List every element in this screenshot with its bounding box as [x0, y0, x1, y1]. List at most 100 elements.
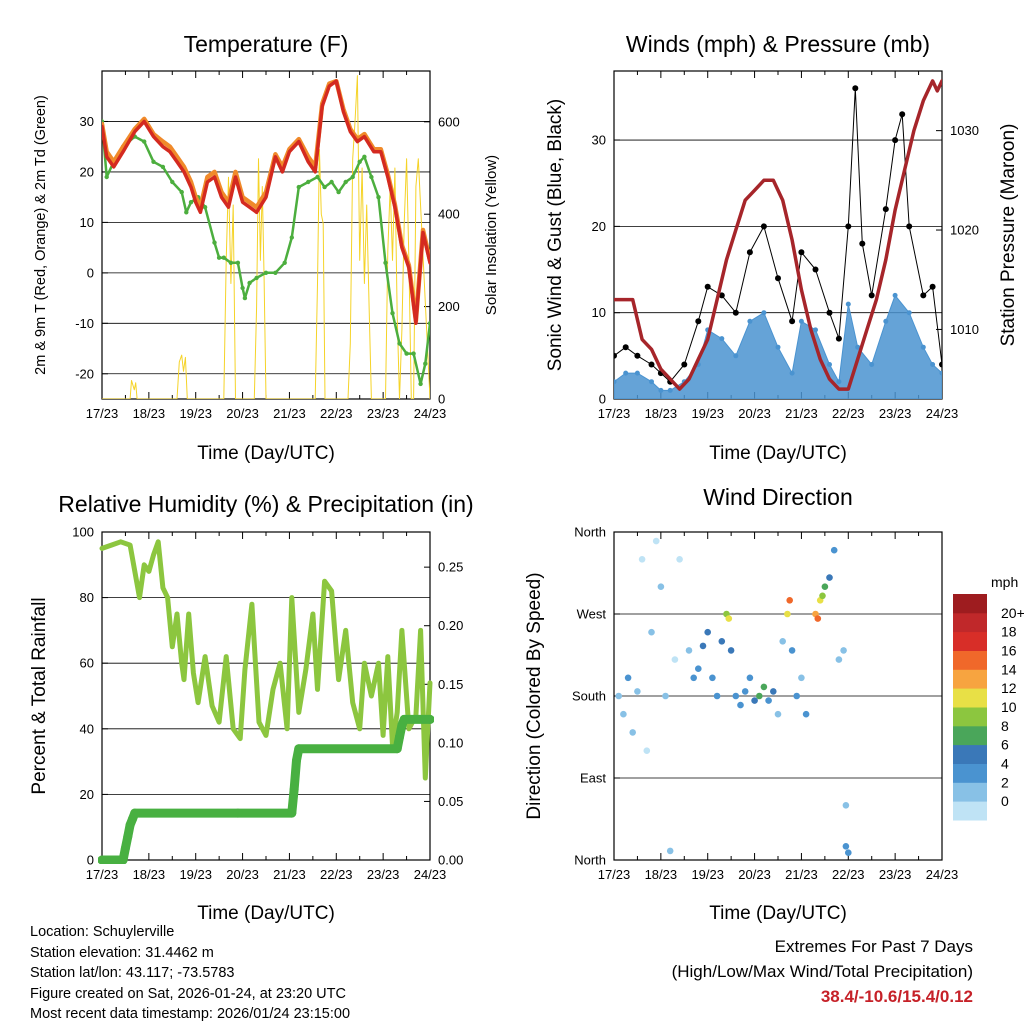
colorbar-swatch	[953, 688, 987, 708]
colorbar-label: 14	[1001, 661, 1017, 677]
dewpoint-point	[369, 174, 374, 180]
x-tick-label: 22/23	[832, 406, 865, 421]
colorbar-label: 20+	[1001, 605, 1024, 621]
x-axis-label: Time (Day/UTC)	[197, 443, 335, 464]
gust-point	[882, 206, 889, 213]
colorbar-label: 0	[1001, 793, 1009, 809]
dewpoint-point	[329, 179, 334, 185]
gust-point	[634, 352, 641, 359]
x-tick-label: 18/23	[645, 406, 678, 421]
gust-point	[695, 318, 702, 325]
dewpoint-point	[170, 179, 175, 185]
x-tick-label: 24/23	[414, 867, 447, 882]
direction-point	[620, 710, 627, 718]
x-tick-label: 17/23	[86, 867, 119, 882]
extremes-values: 38.4/-10.6/15.4/0.12	[820, 987, 973, 1006]
colorbar-swatch	[953, 801, 987, 821]
precipitation-point	[130, 808, 140, 818]
colorbar-swatch	[953, 650, 987, 670]
dewpoint-point	[240, 285, 245, 291]
station-location: Location: Schuylerville	[30, 924, 175, 940]
x-tick-label: 18/23	[133, 867, 166, 882]
x-tick-label: 18/23	[133, 406, 166, 421]
x-tick-label: 17/23	[86, 406, 119, 421]
dewpoint-point	[423, 361, 428, 366]
direction-point	[638, 556, 646, 563]
sonic-wind-point	[892, 292, 898, 298]
sonic-wind-point	[614, 379, 617, 385]
x-tick-label: 24/23	[926, 406, 959, 421]
colorbar-label: 18	[1001, 624, 1017, 640]
gust-point	[892, 137, 899, 144]
direction-point	[784, 610, 791, 618]
gust-point	[920, 292, 927, 299]
dewpoint-line	[102, 120, 430, 386]
y-tick-label: -10	[75, 316, 94, 331]
y-tick-label: 20	[592, 219, 606, 234]
y2-tick-label: 400	[438, 207, 460, 222]
x-tick-label: 22/23	[832, 867, 865, 882]
dewpoint-point	[350, 174, 355, 180]
y-tick-label: 60	[80, 656, 94, 671]
gust-point	[614, 352, 617, 359]
colorbar-label: 4	[1001, 756, 1009, 772]
direction-point	[835, 656, 843, 663]
y-tick-label: East	[580, 771, 606, 786]
y2-tick-label: 600	[438, 114, 460, 129]
colorbar-label: 2	[1001, 774, 1009, 790]
y-tick-label: 20	[80, 787, 94, 802]
direction-point	[704, 628, 711, 636]
humidity-line	[99, 539, 433, 781]
pressure-line	[614, 79, 942, 391]
colorbar-swatch	[953, 612, 987, 633]
dewpoint-point	[228, 260, 234, 265]
y2-axis-label: Solar Insolation (Yellow)	[483, 155, 500, 315]
dewpoint-point	[188, 200, 194, 205]
sonic-wind-point	[920, 344, 926, 350]
gust-point	[789, 318, 796, 325]
precipitation-point	[399, 714, 409, 724]
y-tick-label: 10	[592, 305, 606, 320]
dewpoint-point	[397, 341, 402, 346]
x-tick-label: 19/23	[179, 867, 212, 882]
dewpoint-point	[282, 260, 287, 265]
direction-point	[821, 583, 829, 590]
direction-point	[760, 683, 768, 691]
sonic-wind-point	[813, 327, 818, 333]
x-tick-label: 23/23	[879, 406, 912, 421]
direction-point	[746, 674, 754, 682]
x-tick-label: 19/23	[691, 406, 724, 421]
y-tick-label: North	[574, 525, 606, 540]
extremes-heading: Extremes For Past 7 Days	[774, 937, 973, 956]
y2-tick-label: 200	[438, 299, 460, 314]
extremes-summary: Extremes For Past 7 Days (High/Low/Max W…	[672, 934, 973, 1009]
plot-frame	[101, 70, 431, 400]
dewpoint-point	[151, 159, 156, 164]
gust-point	[859, 240, 866, 247]
sonic-wind-point	[623, 370, 629, 376]
y-axis-label: Sonic Wind & Gust (Blue, Black)	[545, 99, 566, 371]
y-axis-label: Percent & Total Rainfall	[29, 597, 50, 794]
dewpoint-point	[104, 174, 109, 180]
y2-tick-label: 0.20	[438, 618, 463, 633]
dewpoint-point	[306, 179, 311, 185]
x-tick-label: 24/23	[926, 867, 959, 882]
x-axis-label: Time (Day/UTC)	[709, 903, 847, 924]
direction-point	[713, 692, 721, 700]
precipitation-point	[292, 755, 301, 765]
precipitation-point	[395, 732, 404, 742]
x-tick-label: 19/23	[691, 867, 724, 882]
temp-9m-line	[102, 78, 430, 324]
direction-point	[666, 847, 674, 855]
direction-point	[709, 674, 716, 682]
gust-point	[718, 292, 725, 299]
sonic-wind-point	[649, 379, 654, 385]
direction-point	[814, 615, 822, 622]
precipitation-point	[294, 744, 304, 754]
humidity-series	[98, 539, 434, 864]
precipitation-point	[98, 855, 107, 864]
x-axis-label: Time (Day/UTC)	[709, 443, 847, 464]
x-axis-label: Time (Day/UTC)	[197, 903, 335, 924]
